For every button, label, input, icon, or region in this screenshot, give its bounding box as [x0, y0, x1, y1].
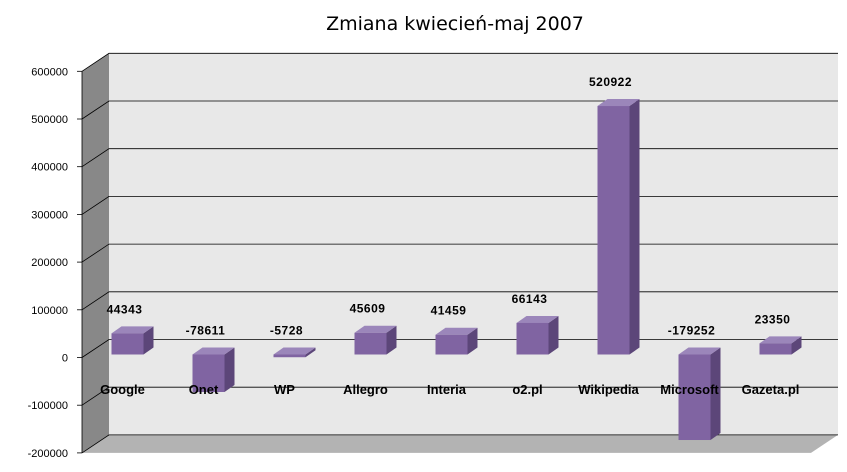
floor [82, 434, 838, 453]
gridline [81, 386, 838, 406]
bar-top [273, 347, 316, 355]
gridline [81, 148, 838, 168]
category-label: WP [274, 382, 295, 397]
y-tick-label: 0 [62, 353, 68, 365]
bar-top [111, 326, 154, 334]
chart-title: Zmiana kwiecień-maj 2007 [326, 13, 584, 35]
bar-front [354, 332, 387, 355]
bar-wikipedia [597, 99, 640, 355]
category-label: Allegro [343, 382, 388, 397]
y-tick-label: 600000 [31, 66, 68, 78]
gridlines [81, 52, 838, 454]
bar-side [548, 315, 559, 355]
y-tick-label: 400000 [31, 162, 68, 174]
data-label: 41459 [431, 304, 467, 318]
bar-side [143, 326, 154, 355]
bar-top [597, 99, 640, 107]
bar-front [597, 106, 630, 355]
bar-top [435, 327, 478, 335]
category-label: o2.pl [512, 382, 542, 397]
bar-gazeta-pl [759, 336, 802, 355]
bar-top [192, 347, 235, 355]
data-labels: 44343 -78611 -5728 45609 41459 66143 520922 -17… [107, 75, 791, 338]
gridline [81, 434, 838, 454]
y-tick-label: 300000 [31, 209, 68, 221]
y-tick-label: 100000 [31, 305, 68, 317]
bar-side [467, 327, 478, 355]
bars [111, 99, 802, 441]
bar-onet [192, 347, 235, 392]
bar-side [629, 99, 640, 355]
category-labels: Google Onet WP Allegro Interia o2.pl Wikipedia… [100, 382, 799, 397]
bar-side [710, 347, 721, 441]
bar-front [111, 333, 144, 355]
bar-top [759, 336, 802, 344]
y-tick-label: 200000 [31, 257, 68, 269]
bar-front [759, 343, 792, 355]
category-label: Gazeta.pl [742, 382, 800, 397]
category-label: Google [100, 382, 145, 397]
bar-allegro [354, 325, 397, 355]
bar-front [273, 354, 306, 358]
gridline [81, 52, 838, 72]
bar-interia [435, 327, 478, 355]
bar-front [678, 354, 711, 441]
category-label: Wikipedia [578, 382, 639, 397]
data-label: 520922 [589, 75, 632, 89]
gridline [81, 100, 838, 120]
gridline [81, 243, 838, 263]
y-tick-label: -100000 [28, 400, 68, 412]
bar-top [354, 325, 397, 333]
bar-microsoft [678, 347, 721, 441]
data-label: 23350 [755, 312, 791, 326]
data-label: 66143 [512, 292, 548, 306]
gridline [81, 339, 838, 358]
bar-side [791, 336, 802, 355]
bar-side [386, 325, 397, 355]
bar-top [516, 315, 559, 323]
gridline [81, 291, 838, 311]
y-axis-ticks: 600000 500000 400000 300000 200000 100000 0 -10… [28, 66, 83, 460]
category-label: Onet [189, 382, 219, 397]
data-label: -78611 [186, 324, 226, 338]
y-tick-label: -200000 [28, 448, 68, 460]
data-label: 45609 [350, 302, 386, 316]
bar-top [678, 347, 721, 355]
data-label: 44343 [107, 302, 143, 316]
bar-front [516, 322, 549, 355]
data-label: -179252 [668, 324, 716, 338]
bar-side [305, 347, 316, 358]
bar-side [224, 347, 235, 392]
y-tick-label: 500000 [31, 114, 68, 126]
gridline [81, 195, 838, 215]
bar-front [435, 334, 468, 355]
bar-wp [273, 347, 316, 358]
category-label: Microsoft [660, 382, 719, 397]
bar-o2-pl [516, 315, 559, 355]
category-label: Interia [427, 382, 467, 397]
bar-front [192, 354, 225, 392]
bar-google [111, 326, 154, 355]
data-label: -5728 [270, 324, 303, 338]
